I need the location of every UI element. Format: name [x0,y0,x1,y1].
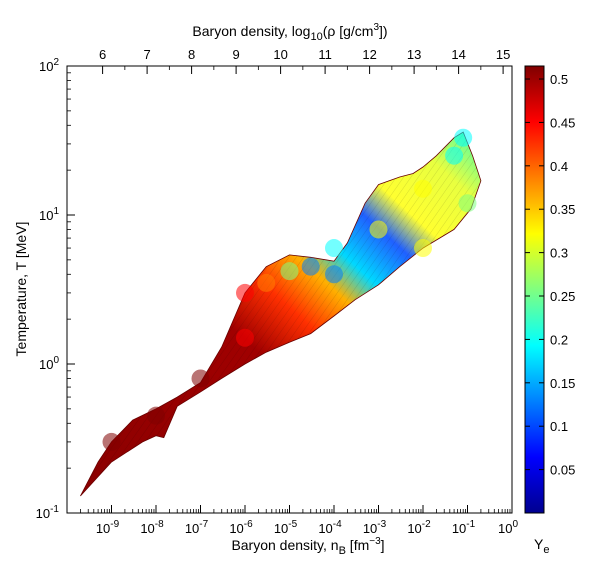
colorbar-tick-label: 0.5 [550,72,568,87]
x-tick-label: 10-6 [229,519,253,536]
x2-tick-label: 6 [99,47,106,62]
x2-tick-label: 14 [451,47,465,62]
x2-tick-label: 13 [407,47,421,62]
axes: 10-9 10-8 10-7 10-6 10-5 10-4 10-3 10-2 10-1 100 1… [36,47,519,536]
y-tick-label: 100 [39,355,59,372]
ye-point [191,369,210,388]
x2-tick-label: 9 [232,47,239,62]
ye-point [236,328,254,347]
x2-tick-label: 12 [362,47,376,62]
x-tick-label: 10-9 [96,519,120,536]
ye-point [301,257,320,276]
ye-point [325,239,343,258]
y-tick-label: 101 [39,206,59,223]
x-tick-label: 100 [498,519,518,536]
ye-point [102,432,121,451]
colorbar-tick-label: 0.3 [550,246,568,261]
ye-point [280,262,299,281]
x-axis-label: Baryon density, nB [fm−3] [231,536,384,557]
y-tick-label: 10-1 [36,504,60,521]
colorbar-tick-label: 0.15 [550,376,575,391]
plot-area [80,128,482,497]
x-tick-label: 10-7 [185,519,209,536]
x2-tick-label: 7 [143,47,150,62]
ye-point [369,220,388,239]
colorbar-label: Ye [534,536,549,556]
ye-point [236,283,254,302]
ye-point [445,146,464,165]
ye-point [414,179,432,198]
x2-tick-label: 11 [318,47,332,62]
x2-tick-label: 15 [496,47,510,62]
colorbar-tick-label: 0.45 [550,115,575,130]
colorbar-tick-label: 0.4 [550,159,568,174]
colorbar-tick-label: 0.1 [550,419,568,434]
x-tick-label: 10-2 [407,519,431,536]
colorbar-tick-label: 0.25 [550,289,575,304]
ye-point [325,265,343,284]
y-tick-label: 102 [39,57,59,74]
x2-tick-label: 10 [273,47,287,62]
ye-point [454,128,473,147]
colorbar-tick-label: 0.35 [550,202,575,217]
x2-tick-label: 8 [188,47,195,62]
x-tick-label: 10-5 [274,519,298,536]
x-tick-label: 10-3 [363,519,387,536]
ye-point [257,273,276,292]
ye-point [147,406,165,425]
ye-point [414,239,432,258]
colorbar-bar [524,65,545,514]
colorbar: 0.05 0.1 0.15 0.2 0.25 0.3 0.35 0.4 0.45 0.5 [524,65,575,514]
colorbar-tick-label: 0.05 [550,463,575,478]
x2-axis-label: Baryon density, log10(ρ [g/cm3]) [192,22,387,43]
colorbar-tick-label: 0.2 [550,332,568,347]
y-axis-label: Temperature, T [MeV] [13,222,29,357]
x-tick-label: 10-4 [318,519,342,536]
x-tick-label: 10-1 [452,519,476,536]
x-tick-label: 10-8 [140,519,164,536]
ye-point [458,194,477,213]
